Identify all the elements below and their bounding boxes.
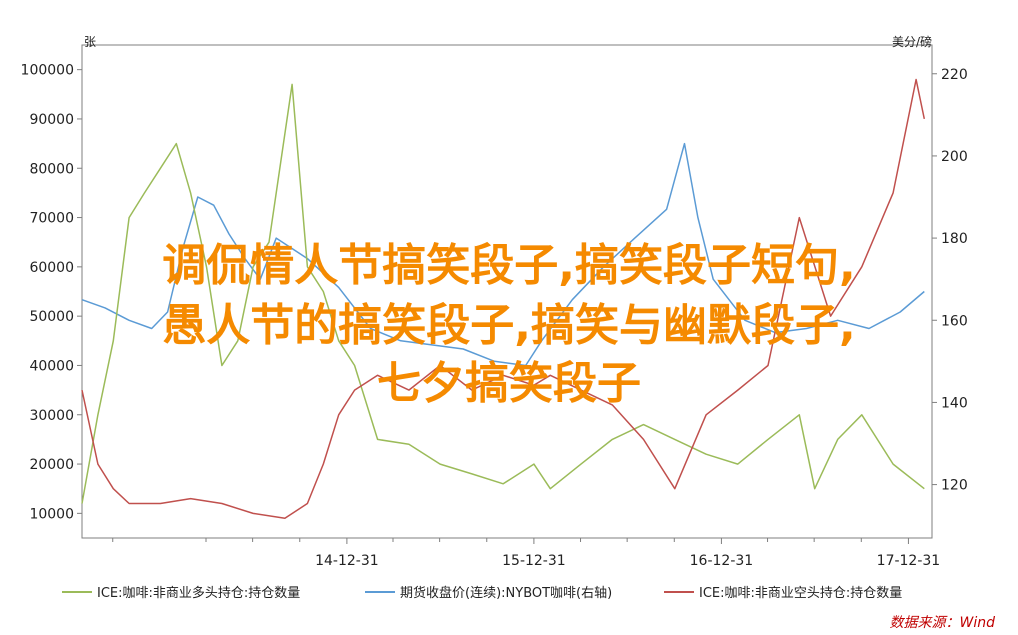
x-tick-label: 17-12-31	[877, 553, 941, 569]
left-tick-label: 90000	[29, 112, 74, 128]
series-line-2	[81, 78, 926, 520]
left-y-axis: 10000 20000 30000 40000 50000 60000 70000 80000…	[21, 63, 82, 522]
x-axis: 14-12-31 15-12-31 16-12-31 17-12-31	[112, 538, 941, 569]
series-line-1	[81, 83, 925, 504]
legend-label-long: ICE:咖啡:非商业多头持仓:持仓数量	[97, 585, 300, 601]
overlay-line-2: 愚人节的搞笑段子,搞笑与幽默段子,	[162, 300, 856, 351]
left-tick-label: 20000	[29, 457, 74, 473]
left-tick-label: 10000	[29, 506, 74, 522]
right-axis-unit: 美分/磅	[892, 34, 932, 49]
left-tick-label: 40000	[29, 358, 74, 374]
left-axis-unit: 张	[84, 35, 96, 49]
left-tick-label: 80000	[29, 161, 74, 177]
right-tick-label: 180	[941, 231, 968, 247]
right-tick-label: 120	[941, 478, 968, 494]
series-line-0	[81, 142, 925, 367]
overlay-line-1: 调侃情人节搞笑段子,搞笑段子短句,	[162, 240, 856, 291]
x-tick-label: 15-12-31	[502, 553, 566, 569]
x-tick-label: 16-12-31	[690, 553, 754, 569]
left-tick-label: 100000	[21, 63, 74, 79]
right-tick-label: 220	[941, 67, 968, 83]
plot-frame	[81, 44, 933, 539]
right-tick-label: 160	[941, 313, 968, 329]
right-tick-label: 200	[941, 149, 968, 165]
legend: ICE:咖啡:非商业多头持仓:持仓数量 期货收盘价(连续):NYBOT咖啡(右轴…	[62, 585, 902, 601]
data-source: 数据来源：Wind	[890, 615, 996, 631]
x-tick-label: 14-12-31	[315, 553, 379, 569]
right-y-axis: 120 140 160 180 200 220	[932, 67, 968, 494]
left-tick-label: 60000	[29, 260, 74, 276]
left-tick-label: 70000	[29, 211, 74, 227]
legend-label-price: 期货收盘价(连续):NYBOT咖啡(右轴)	[400, 585, 612, 601]
right-tick-label: 140	[941, 395, 968, 411]
legend-label-short: ICE:咖啡:非商业空头持仓:持仓数量	[699, 586, 902, 601]
left-tick-label: 30000	[29, 408, 74, 424]
series-lines	[81, 78, 926, 520]
overlay-line-3: 七夕搞笑段子	[377, 358, 641, 409]
left-tick-label: 50000	[29, 309, 74, 325]
